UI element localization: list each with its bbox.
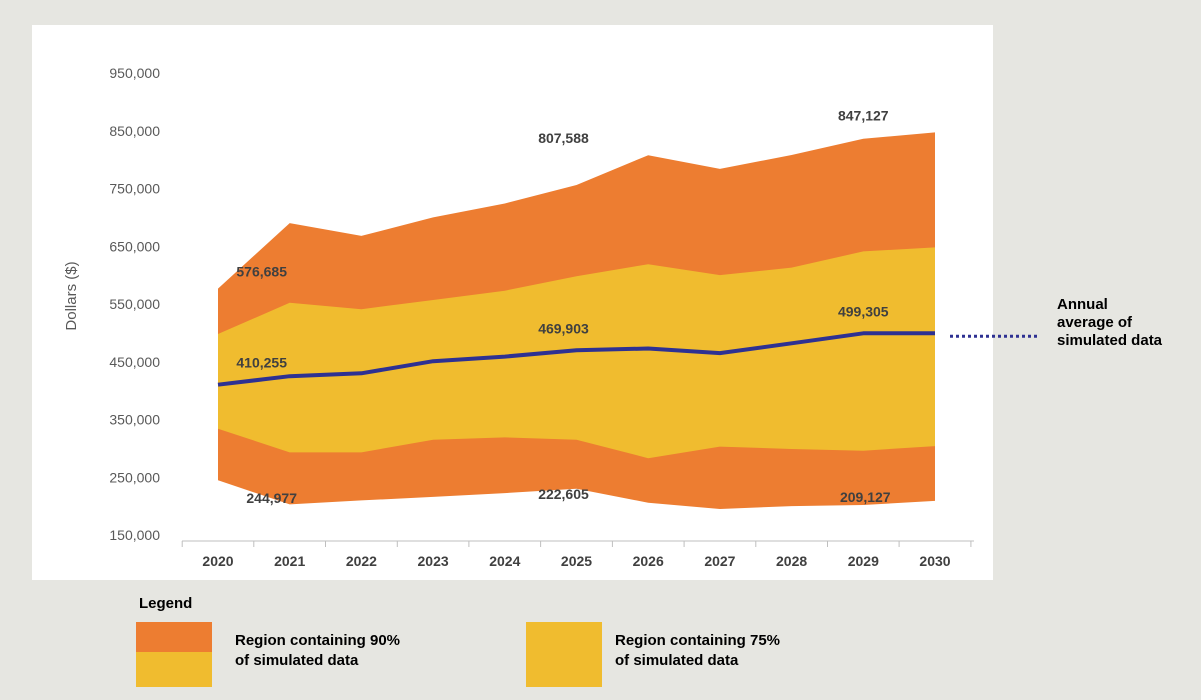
x-tick-label: 2022 bbox=[346, 553, 377, 569]
y-tick-label: 950,000 bbox=[109, 65, 160, 81]
x-tick-label: 2029 bbox=[848, 553, 879, 569]
x-tick-label: 2024 bbox=[489, 553, 520, 569]
data-label: 209,127 bbox=[840, 489, 891, 505]
legend-label-75: Region containing 75% of simulated data bbox=[615, 631, 845, 670]
x-tick-label: 2025 bbox=[561, 553, 592, 569]
mean-line bbox=[217, 331, 935, 387]
y-tick-label: 350,000 bbox=[109, 412, 160, 428]
data-label: 847,127 bbox=[838, 107, 889, 123]
band-75-area bbox=[218, 247, 935, 459]
legend-swatch-90-bottom bbox=[136, 652, 212, 687]
y-tick-label: 150,000 bbox=[109, 527, 160, 543]
data-label: 576,685 bbox=[236, 264, 287, 280]
chart-svg: 2020 2021 2022 2023 2024 2025 2026 2027 2028 2029… bbox=[63, 65, 974, 569]
data-label: 499,305 bbox=[838, 303, 889, 319]
legend-swatch-75 bbox=[526, 622, 602, 687]
legend-label-75-line2: of simulated data bbox=[615, 651, 739, 669]
y-axis-label: Dollars ($) bbox=[63, 261, 80, 330]
chart-panel: 2020 2021 2022 2023 2024 2025 2026 2027 2028 2029… bbox=[32, 25, 993, 580]
legend-label-90-line2: of simulated data bbox=[235, 651, 359, 669]
y-tick-label: 450,000 bbox=[109, 354, 160, 370]
y-tick-label: 750,000 bbox=[109, 181, 160, 197]
legend-label-75-line1: Region containing 75% bbox=[615, 632, 781, 649]
x-tick-label: 2027 bbox=[704, 553, 735, 569]
x-tick-label: 2026 bbox=[633, 553, 664, 569]
legend-label-90-line1: Region containing 90% bbox=[235, 632, 401, 649]
y-tick-label: 650,000 bbox=[109, 238, 160, 254]
x-tick-label: 2028 bbox=[776, 553, 807, 569]
data-label: 410,255 bbox=[236, 355, 287, 371]
x-tick-label: 2030 bbox=[919, 553, 950, 569]
x-tick-label: 2023 bbox=[418, 553, 449, 569]
data-label: 244,977 bbox=[246, 490, 297, 506]
legend-title: Legend bbox=[139, 595, 193, 612]
data-label: 807,588 bbox=[538, 130, 589, 146]
data-label: 222,605 bbox=[538, 486, 589, 502]
mean-line-annotation: Annual average of simulated data bbox=[1057, 296, 1163, 349]
y-tick-label: 850,000 bbox=[109, 123, 160, 139]
legend-swatch-90 bbox=[136, 622, 212, 687]
x-tick-label: 2020 bbox=[202, 553, 233, 569]
data-label: 469,903 bbox=[538, 320, 589, 336]
x-tick-label: 2021 bbox=[274, 553, 305, 569]
y-tick-label: 250,000 bbox=[109, 469, 160, 485]
legend-label-90: Region containing 90% of simulated data bbox=[235, 631, 465, 670]
y-tick-label: 550,000 bbox=[109, 296, 160, 312]
legend-swatch-90-top bbox=[136, 622, 212, 652]
